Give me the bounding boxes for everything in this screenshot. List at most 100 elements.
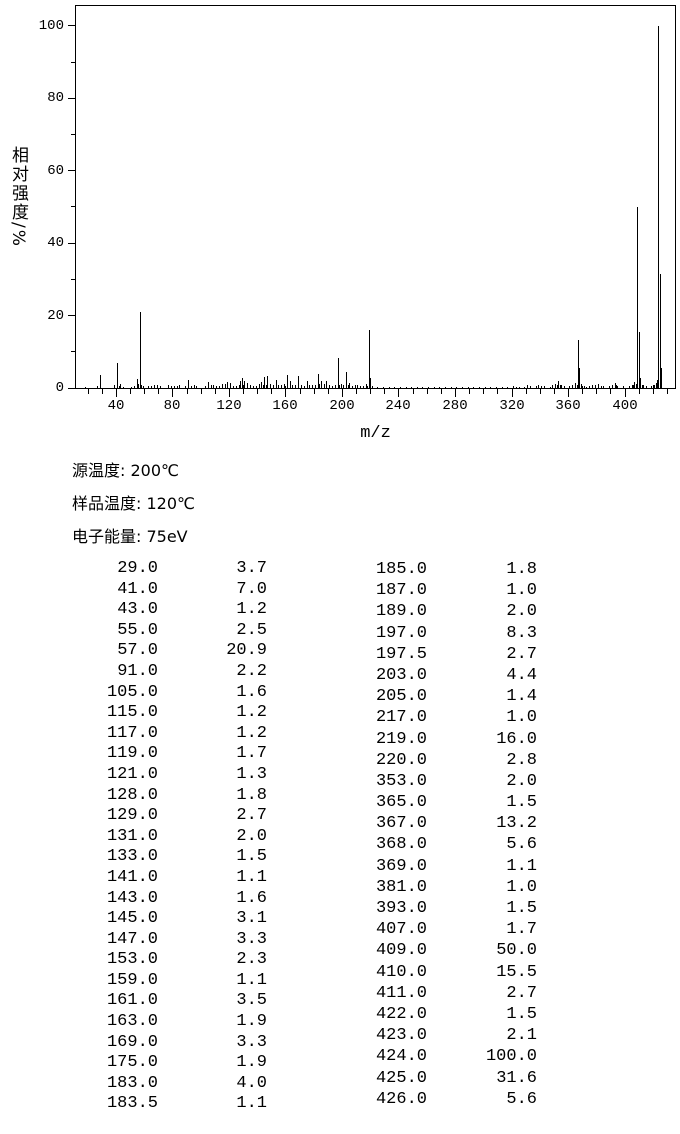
mz-value-cell: 217.0 (375, 708, 427, 728)
spectrum-peak (584, 386, 585, 388)
x-axis-minor-tick (526, 389, 527, 394)
intensity-value-cell: 1.1 (236, 1094, 267, 1114)
x-axis-tick-label: 240 (385, 398, 411, 414)
spectrum-peak (97, 386, 98, 388)
spectrum-peak (654, 385, 655, 388)
x-axis-major-tick (342, 389, 343, 397)
spectrum-peak (502, 387, 503, 388)
mz-value-cell: 197.5 (375, 644, 427, 664)
spectrum-peak (490, 387, 491, 388)
spectrum-peak (592, 385, 593, 388)
spectrum-peak (544, 386, 545, 388)
spectrum-peak (632, 385, 633, 388)
mz-value-cell: 410.0 (375, 962, 427, 982)
intensity-value-cell: 50.0 (496, 941, 537, 961)
intensity-value-cell: 1.8 (236, 785, 267, 805)
intensity-value-cell: 2.7 (506, 644, 537, 664)
x-axis-minor-tick (356, 389, 357, 394)
spectrum-peak (332, 386, 333, 388)
spectrum-peak (634, 382, 635, 388)
spectrum-peak (550, 387, 551, 388)
mz-value-cell: 117.0 (106, 723, 158, 743)
spectrum-peak (579, 368, 580, 388)
mz-value-cell: 422.0 (375, 1004, 427, 1024)
spectrum-peak (141, 385, 142, 388)
spectrum-peak (366, 384, 367, 388)
spectrum-peak (555, 384, 556, 388)
spectrum-peak (315, 385, 316, 388)
intensity-value-cell: 1.4 (506, 687, 537, 707)
spectrum-peak (324, 384, 325, 388)
intensity-value-cell: 3.7 (236, 559, 267, 578)
y-axis-major-tick (68, 242, 76, 244)
mz-value-cell: 41.0 (117, 579, 158, 599)
peak-table-row: 423.0 2.1 (360, 1025, 537, 1046)
spectrum-peak (236, 386, 237, 388)
spectrum-peak (276, 380, 277, 388)
mz-value-cell: 147.0 (106, 929, 158, 949)
peak-table-row: 119.0 1.7 (90, 744, 267, 765)
peak-table-row: 159.0 1.1 (90, 971, 267, 992)
spectrum-peak (273, 385, 274, 388)
x-axis-minor-tick (88, 389, 89, 394)
x-axis-tick-label: 400 (612, 398, 638, 414)
spectrum-peak (372, 386, 373, 388)
intensity-value-cell: 13.2 (496, 814, 537, 834)
x-axis-minor-tick (483, 389, 484, 394)
spectrum-peak (473, 387, 474, 388)
mz-value-cell: 131.0 (106, 826, 158, 846)
peak-table-row: 141.0 1.1 (90, 868, 267, 889)
x-axis-minor-tick (582, 389, 583, 394)
peak-table-left-column: 29.0 3.7 41.0 7.0 43.0 1.2 55.0 2.5 57.0 20.9 91.0… (90, 559, 267, 1115)
mz-value-cell: 129.0 (106, 806, 158, 826)
spectrum-peak (213, 385, 214, 388)
spectrum-peak (352, 386, 353, 388)
spectrum-peak (211, 385, 212, 388)
spectrum-peak (643, 385, 644, 388)
spectrum-peak (309, 385, 310, 388)
mz-value-cell: 121.0 (106, 764, 158, 784)
x-axis-minor-tick (469, 389, 470, 394)
peak-table-row: 220.0 2.8 (360, 750, 537, 771)
x-axis-tick-label: 320 (499, 398, 525, 414)
spectrum-peak (188, 380, 189, 388)
intensity-value-cell: 1.5 (506, 793, 537, 813)
mz-value-cell: 424.0 (375, 1047, 427, 1067)
spectrum-peak (485, 387, 486, 388)
x-axis-minor-tick (653, 389, 654, 394)
intensity-value-cell: 31.6 (496, 1068, 537, 1088)
x-axis-major-tick (512, 389, 513, 397)
spectrum-peak (629, 386, 630, 388)
x-axis-minor-tick (596, 389, 597, 394)
mz-value-cell: 145.0 (106, 909, 158, 929)
peak-table-row: 425.0 31.6 (360, 1068, 537, 1089)
peak-table-row: 393.0 1.5 (360, 898, 537, 919)
spectrum-peak (194, 385, 195, 388)
peak-table-row: 409.0 50.0 (360, 940, 537, 961)
spectrum-peak (640, 378, 641, 388)
spectrum-peak (575, 383, 576, 388)
x-axis-tick-label: 200 (329, 398, 355, 414)
y-axis-minor-tick (71, 351, 76, 353)
spectrum-peak (85, 387, 86, 388)
spectrum-peak (582, 386, 583, 388)
spectrum-peak (285, 386, 286, 388)
x-axis-minor-tick (158, 389, 159, 394)
x-axis-minor-tick (413, 389, 414, 394)
y-axis-minor-tick (71, 61, 76, 63)
y-axis-tick-label: 0 (55, 380, 64, 396)
mz-value-cell: 128.0 (106, 785, 158, 805)
x-axis-minor-tick (271, 389, 272, 394)
peak-table-row: 424.0 100.0 (360, 1046, 537, 1067)
peak-table-row: 91.0 2.2 (90, 662, 267, 683)
intensity-value-cell: 1.1 (236, 970, 267, 990)
peak-table-right-column: 185.0 1.8 187.0 1.0 189.0 2.0 197.0 8.3 197.5 2.7… (360, 559, 537, 1110)
spectrum-peak (598, 384, 599, 388)
spectrum-peak (239, 385, 240, 388)
y-axis-major-tick (68, 315, 76, 317)
peak-table-row: 169.0 3.3 (90, 1033, 267, 1054)
peak-table-row: 163.0 1.9 (90, 1012, 267, 1033)
mz-value-cell: 55.0 (117, 620, 158, 640)
spectrum-peak (168, 385, 169, 388)
spectrum-peak (569, 386, 570, 388)
